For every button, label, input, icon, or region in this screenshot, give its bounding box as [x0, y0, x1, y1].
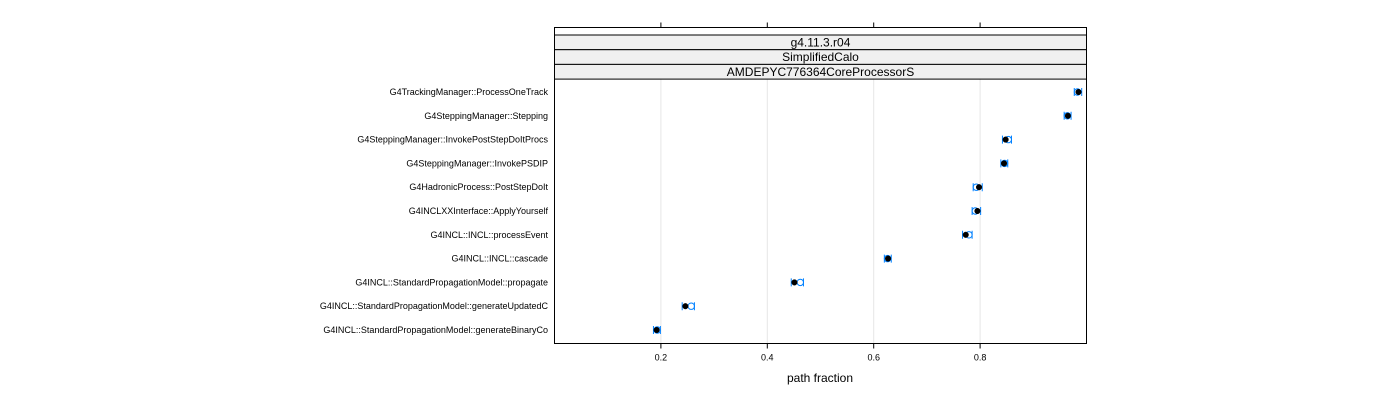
- category-label: G4INCL::INCL::processEvent: [430, 230, 548, 240]
- point-filled: [682, 303, 689, 310]
- point-filled: [975, 184, 983, 191]
- category-label: G4HadronicProcess::PostStepDoIt: [409, 182, 548, 192]
- category-label: G4INCLXXInterface::ApplyYourself: [409, 206, 549, 216]
- point-filled: [1064, 112, 1071, 119]
- category-label: G4INCL::StandardPropagationModel::genera…: [323, 325, 548, 335]
- category-label: G4INCL::StandardPropagationModel::genera…: [320, 301, 549, 311]
- point-open: [687, 302, 695, 310]
- category-label: G4SteppingManager::InvokePostStepDoItPro…: [357, 135, 548, 145]
- x-tick-label: 0.4: [761, 353, 774, 363]
- strip-label: AMDEPYC776364CoreProcessorS: [727, 65, 914, 79]
- point-filled: [1075, 88, 1082, 96]
- point-filled: [1002, 136, 1009, 143]
- point-open: [796, 278, 804, 287]
- point-filled: [885, 255, 892, 262]
- strip-headers: g4.11.3.r04SimplifiedCaloAMDEPYC776364Co…: [554, 34, 1087, 80]
- strip-label: g4.11.3.r04: [791, 36, 851, 50]
- category-label: G4TrackingManager::ProcessOneTrack: [390, 87, 549, 97]
- x-tick-label: 0.6: [867, 353, 880, 363]
- category-label: G4SteppingManager::Stepping: [424, 111, 548, 121]
- point-filled: [1000, 160, 1008, 167]
- data-points: [652, 88, 1083, 334]
- category-labels: G4TrackingManager::ProcessOneTrackG4Step…: [320, 87, 549, 335]
- strip-label: SimplifiedCalo: [782, 50, 859, 64]
- point-filled: [962, 231, 969, 238]
- x-axis-title: path fraction: [787, 371, 853, 385]
- gridlines: [660, 79, 981, 344]
- point-filled: [653, 326, 660, 334]
- category-label: G4SteppingManager::InvokePSDIP: [406, 158, 548, 168]
- category-label: G4INCL::INCL::cascade: [451, 254, 548, 264]
- category-label: G4INCL::StandardPropagationModel::propag…: [355, 277, 548, 287]
- x-axis-ticks: 0.2 0.4 0.6 0.8: [655, 22, 987, 363]
- point-filled: [791, 279, 798, 286]
- point-filled: [974, 207, 981, 215]
- panel-border: [554, 27, 1087, 344]
- x-tick-label: 0.8: [974, 353, 987, 363]
- x-tick-label: 0.2: [655, 353, 668, 363]
